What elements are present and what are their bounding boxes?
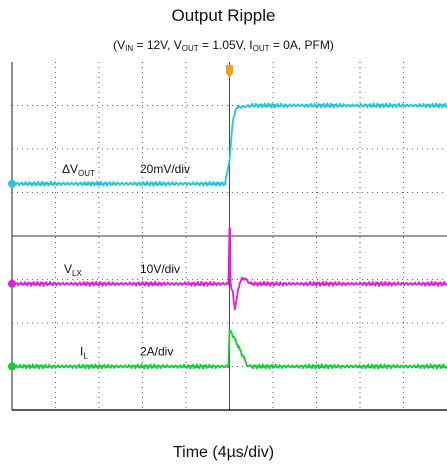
il-scale-label: 2A/div bbox=[140, 345, 173, 359]
x-axis-label: Time (4µs/div) bbox=[172, 444, 275, 461]
subtitle-iout-sub: OUT bbox=[252, 44, 270, 53]
subtitle-vout-sub: OUT bbox=[181, 44, 199, 53]
vlx-name-label: VLX bbox=[64, 262, 82, 278]
vlx-scale-label: 10V/div bbox=[140, 262, 180, 276]
traces bbox=[11, 102, 447, 370]
subtitle-vout-value: = 1.05V, I bbox=[198, 38, 253, 52]
il-name-label: IL bbox=[80, 345, 88, 361]
vout-name-label: ΔVOUT bbox=[62, 162, 95, 178]
vlx-trace bbox=[11, 226, 447, 311]
trace-labels: ΔVOUT 20mV/div VLX 10V/div IL 2A/div bbox=[62, 162, 190, 361]
il-trace bbox=[11, 329, 447, 370]
vout-trace bbox=[11, 102, 447, 187]
markers bbox=[8, 65, 233, 371]
subtitle-vin-value: = 12V, V bbox=[133, 38, 182, 52]
chart-subtitle: (VIN = 12V, VOUT = 1.05V, IOUT = 0A, PFM… bbox=[0, 38, 447, 53]
vlx-ground-marker bbox=[8, 279, 16, 288]
vout-ground-marker bbox=[8, 179, 16, 188]
subtitle-iout-value: = 0A, PFM) bbox=[269, 38, 334, 52]
chart-title: Output Ripple bbox=[171, 6, 276, 25]
subtitle-vin-sub: IN bbox=[125, 44, 134, 53]
il-ground-marker bbox=[8, 362, 16, 371]
vout-scale-label: 20mV/div bbox=[140, 162, 190, 176]
subtitle-open: (V bbox=[113, 38, 126, 52]
trigger-marker-icon bbox=[226, 65, 233, 78]
